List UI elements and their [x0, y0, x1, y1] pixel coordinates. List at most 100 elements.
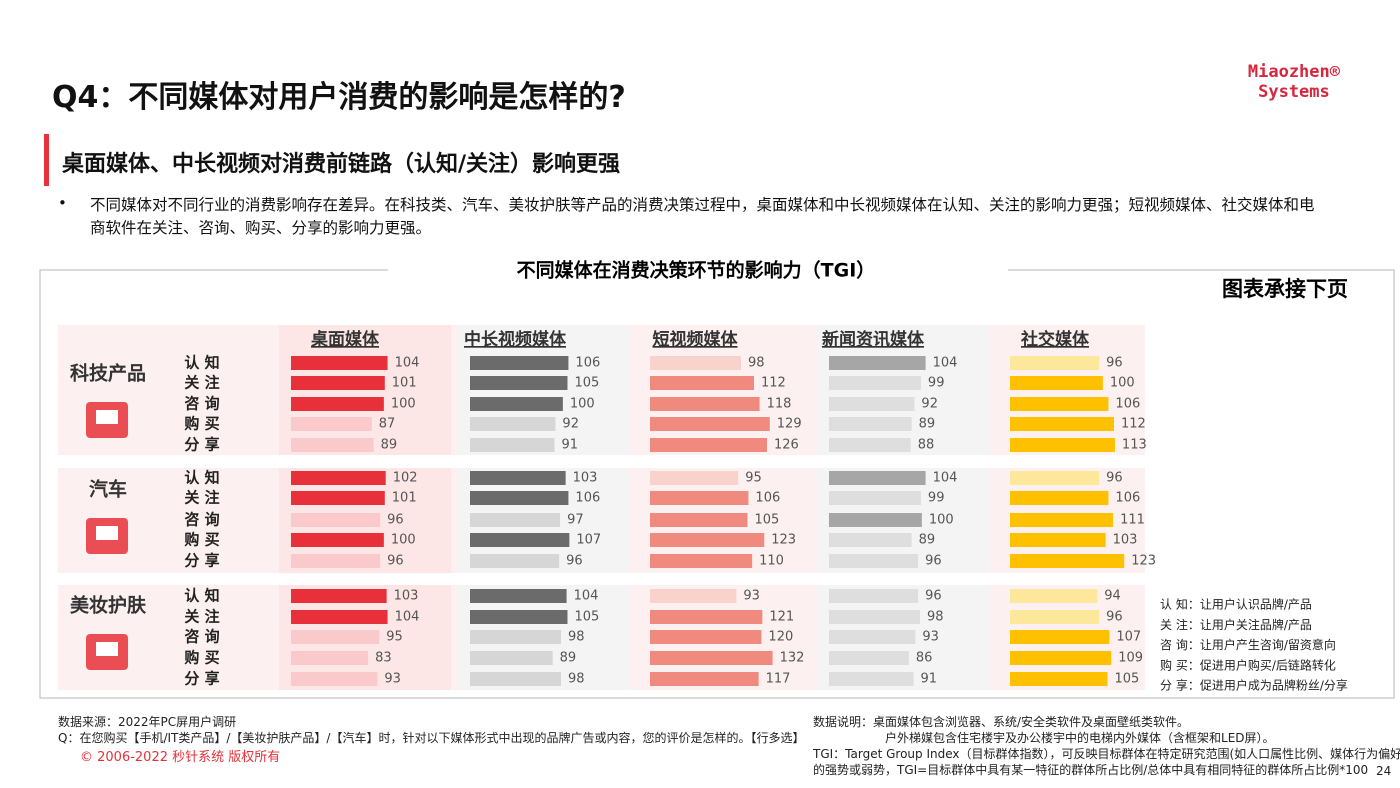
value-label: 98: [927, 610, 944, 625]
bar: [1010, 589, 1098, 603]
bar: [470, 554, 560, 568]
bar: [650, 376, 754, 390]
copyright: © 2006-2022 秒针系统 版权所有: [80, 750, 281, 765]
bullet-dot: •: [58, 194, 67, 212]
bar: [291, 610, 388, 624]
bar: [291, 397, 384, 411]
value-label: 96: [925, 554, 942, 569]
value-label: 107: [576, 533, 601, 548]
question: Q：在您购买【手机/IT类产品】/【美妆护肤产品】/【汽车】时，针对以下媒体形式…: [58, 731, 805, 745]
bar: [291, 630, 380, 644]
bar: [291, 471, 386, 485]
bar: [650, 630, 762, 644]
definition: 咨 询：让用户产生咨询/留资意向: [1160, 637, 1336, 652]
note-line: 户外梯媒包含住宅楼宇及办公楼宇中的电梯内外媒体（含框架和LED屏）。: [885, 731, 1275, 745]
stage-label: 认 知: [184, 469, 219, 487]
title-backdrop: [388, 256, 1008, 286]
bar: [1010, 651, 1112, 665]
logo-line: Systems: [1258, 82, 1330, 102]
column-header: 中长视频媒体: [464, 329, 567, 350]
group-label: 科技产品: [70, 362, 146, 385]
bullet-text: 不同媒体对不同行业的消费影响存在差异。在科技类、汽车、美妆护肤等产品的消费决策过…: [90, 196, 1315, 237]
stage-label: 认 知: [184, 587, 219, 605]
bar: [1010, 471, 1100, 485]
bar: [291, 376, 385, 390]
value-label: 104: [574, 589, 599, 604]
bar: [291, 672, 378, 686]
value-label: 100: [570, 397, 595, 412]
value-label: 104: [933, 356, 958, 371]
value-label: 109: [1118, 651, 1143, 666]
value-label: 89: [919, 533, 936, 548]
value-label: 97: [567, 513, 584, 528]
value-label: 106: [575, 356, 600, 371]
value-label: 95: [745, 471, 762, 486]
value-label: 98: [568, 630, 585, 645]
value-label: 105: [1115, 672, 1140, 687]
bar: [829, 397, 915, 411]
source: 数据来源：2022年PC屏用户调研: [58, 715, 237, 729]
note-line: TGI：Target Group Index（目标群体指数），可反映目标群体在特…: [813, 747, 1400, 761]
bar: [650, 651, 773, 665]
value-label: 121: [769, 610, 794, 625]
bar: [291, 356, 388, 370]
chart-note: 图表承接下页: [1222, 277, 1348, 301]
bar: [650, 533, 765, 547]
value-label: 96: [925, 589, 942, 604]
value-label: 98: [748, 356, 765, 371]
value-label: 89: [381, 438, 398, 453]
value-label: 96: [387, 513, 404, 528]
value-label: 132: [780, 651, 805, 666]
bar: [650, 554, 753, 568]
bar: [829, 672, 914, 686]
group-icon-detail: [96, 410, 118, 424]
definition: 关 注：让用户关注品牌/产品: [1160, 617, 1312, 632]
value-label: 100: [929, 513, 954, 528]
value-label: 106: [575, 491, 600, 506]
stage-label: 关 注: [184, 608, 219, 626]
bar: [829, 554, 919, 568]
bar: [829, 589, 919, 603]
chart-title: 不同媒体在消费决策环节的影响力（TGI）: [517, 259, 876, 282]
bar: [470, 589, 567, 603]
value-label: 86: [916, 651, 933, 666]
value-label: 99: [928, 491, 945, 506]
stage-label: 分 享: [184, 436, 219, 454]
bar: [650, 513, 748, 527]
value-label: 96: [387, 554, 404, 569]
value-label: 88: [918, 438, 935, 453]
bar: [1010, 630, 1110, 644]
definition: 购 买：促进用户购买/后链路转化: [1160, 657, 1336, 672]
value-label: 101: [392, 376, 417, 391]
group-icon-detail: [96, 526, 118, 540]
note-line: 数据说明：桌面媒体包含浏览器、系统/安全类软件及桌面壁纸类软件。: [813, 715, 1190, 729]
bar: [650, 589, 737, 603]
bar: [650, 397, 760, 411]
value-label: 89: [560, 651, 577, 666]
bar: [829, 471, 926, 485]
value-label: 113: [1122, 438, 1147, 453]
value-label: 120: [768, 630, 793, 645]
value-label: 96: [1106, 471, 1123, 486]
value-label: 91: [562, 438, 579, 453]
stage-label: 分 享: [184, 670, 219, 688]
group-label: 汽车: [89, 478, 127, 501]
value-label: 105: [575, 610, 600, 625]
bar: [470, 491, 569, 505]
value-label: 103: [1113, 533, 1138, 548]
stage-label: 认 知: [184, 354, 219, 372]
value-label: 100: [1110, 376, 1135, 391]
bar: [1010, 356, 1100, 370]
bar: [829, 376, 921, 390]
column-header: 社交媒体: [1020, 329, 1090, 350]
value-label: 106: [755, 491, 780, 506]
bar: [829, 356, 926, 370]
stage-label: 咨 询: [184, 511, 219, 529]
bar: [1010, 491, 1109, 505]
bar: [470, 630, 561, 644]
bar: [829, 491, 921, 505]
bar: [1010, 554, 1125, 568]
bar: [291, 513, 381, 527]
value-label: 92: [562, 417, 579, 432]
